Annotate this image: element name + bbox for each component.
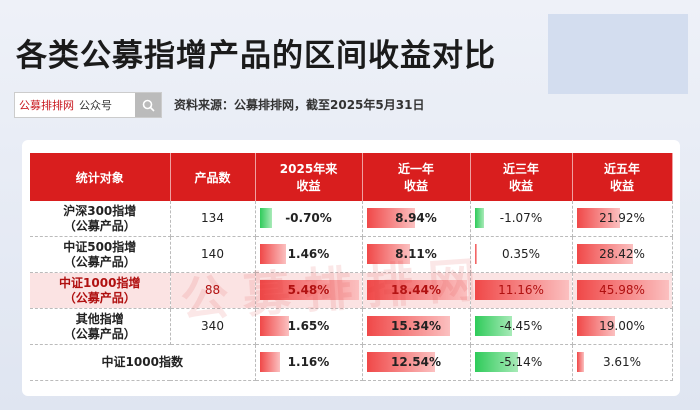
return-cell: 21.92% <box>572 201 673 237</box>
row-label: 中证1000指数 <box>30 344 256 381</box>
return-cell: 0.35% <box>470 236 573 273</box>
data-bar <box>576 280 669 300</box>
cell-value: 21.92% <box>599 211 645 225</box>
cell-value: 45.98% <box>599 283 645 297</box>
count-cell: 140 <box>170 236 256 273</box>
cell-value: 1.16% <box>287 355 330 369</box>
data-bar <box>474 316 512 336</box>
column-header: 产品数 <box>170 153 256 201</box>
cell-value: 140 <box>201 247 224 261</box>
source-note: 资料来源：公募排排网，截至2025年5月31日 <box>174 98 425 112</box>
data-bar <box>576 208 621 228</box>
cell-value: 8.11% <box>395 247 437 261</box>
return-cell: -4.45% <box>470 308 573 345</box>
column-header: 近一年 收益 <box>362 153 471 201</box>
data-bar <box>576 316 615 336</box>
cell-value: -4.45% <box>499 319 543 333</box>
return-cell: 28.42% <box>572 236 673 273</box>
data-bar <box>474 208 484 228</box>
row-label: 中证500指增 （公募产品） <box>30 236 171 273</box>
data-bar <box>259 316 290 336</box>
cell-value: 12.54% <box>391 355 441 369</box>
return-cell: 1.65% <box>255 308 363 345</box>
row-label: 沪深300指增 （公募产品） <box>30 201 171 237</box>
cell-value: 340 <box>201 319 224 333</box>
table-row: 中证1000指数 1.16% 12.54% -5.14% 3.61% <box>30 344 673 381</box>
cell-value: 0.35% <box>501 247 541 261</box>
data-bar <box>259 244 286 264</box>
cell-value: -0.70% <box>285 211 332 225</box>
return-cell: -5.14% <box>470 344 573 381</box>
table-row: 其他指增 （公募产品） 340 1.65% 15.34% -4.45% 19.00% <box>30 308 673 345</box>
cell-value: 3.61% <box>602 355 642 369</box>
cell-value: 19.00% <box>599 319 645 333</box>
return-cell: 19.00% <box>572 308 673 345</box>
data-bar <box>366 352 435 372</box>
return-cell: 45.98% <box>572 272 673 309</box>
search-button[interactable] <box>135 93 161 117</box>
return-cell: 8.94% <box>362 201 471 237</box>
returns-table: 统计对象 产品数 2025年来 收益 近一年 收益 近三年 收益 近五年 收益 沪深300… <box>30 153 673 381</box>
count-cell: 134 <box>170 201 256 237</box>
return-cell: 8.11% <box>362 236 471 273</box>
return-cell: 1.46% <box>255 236 363 273</box>
cell-value: 8.94% <box>395 211 437 225</box>
cell-value: 18.44% <box>391 283 441 297</box>
search-bar[interactable]: 公募排排网 公众号 <box>14 92 162 118</box>
cell-value: 28.42% <box>599 247 645 261</box>
data-bar <box>366 208 415 228</box>
return-cell: 12.54% <box>362 344 471 381</box>
data-bar <box>576 352 584 372</box>
data-bar <box>366 244 411 264</box>
cell-value: 88 <box>204 283 221 297</box>
cell-value: -1.07% <box>499 211 543 225</box>
data-bar <box>259 208 273 228</box>
cell-value: -5.14% <box>499 355 543 369</box>
return-cell: -0.70% <box>255 201 363 237</box>
return-cell: 11.16% <box>470 272 573 309</box>
row-label: 其他指增 （公募产品） <box>30 308 171 345</box>
data-bar <box>366 316 450 336</box>
data-bar <box>474 280 569 300</box>
search-icon <box>142 99 155 112</box>
data-bar <box>259 352 281 372</box>
data-bar <box>576 244 634 264</box>
return-cell: 18.44% <box>362 272 471 309</box>
return-cell: -1.07% <box>470 201 573 237</box>
cell-value: 15.34% <box>391 319 441 333</box>
decor-box <box>548 14 688 94</box>
title: 各类公募指增产品的区间收益对比 <box>16 38 496 74</box>
return-cell: 3.61% <box>572 344 673 381</box>
column-header: 近五年 收益 <box>572 153 673 201</box>
row-label: 中证1000指增 （公募产品） <box>30 272 171 309</box>
data-bar <box>474 352 518 372</box>
data-bar <box>259 280 359 300</box>
cell-value: 134 <box>201 211 224 225</box>
column-header: 近三年 收益 <box>470 153 573 201</box>
data-bar <box>474 244 478 264</box>
return-cell: 15.34% <box>362 308 471 345</box>
cell-value: 1.65% <box>287 319 330 333</box>
count-cell: 340 <box>170 308 256 345</box>
return-cell: 1.16% <box>255 344 363 381</box>
table-row: 中证500指增 （公募产品） 140 1.46% 8.11% 0.35% 28.42% <box>30 236 673 273</box>
count-cell: 88 <box>170 272 256 309</box>
search-brand: 公募排排网 <box>19 99 74 112</box>
column-header: 2025年来 收益 <box>255 153 363 201</box>
table-row: 沪深300指增 （公募产品） 134 -0.70% 8.94% -1.07% 21.92% <box>30 201 673 237</box>
data-bar <box>366 280 467 300</box>
return-cell: 5.48% <box>255 272 363 309</box>
cell-value: 5.48% <box>287 283 330 297</box>
search-suffix: 公众号 <box>79 99 112 112</box>
table-row: 中证1000指增 （公募产品） 88 5.48% 18.44% 11.16% 45.98% <box>30 272 673 309</box>
cell-value: 11.16% <box>498 283 544 297</box>
cell-value: 1.46% <box>287 247 330 261</box>
column-header: 统计对象 <box>30 153 171 201</box>
header-row: 统计对象 产品数 2025年来 收益 近一年 收益 近三年 收益 近五年 收益 <box>30 153 673 201</box>
